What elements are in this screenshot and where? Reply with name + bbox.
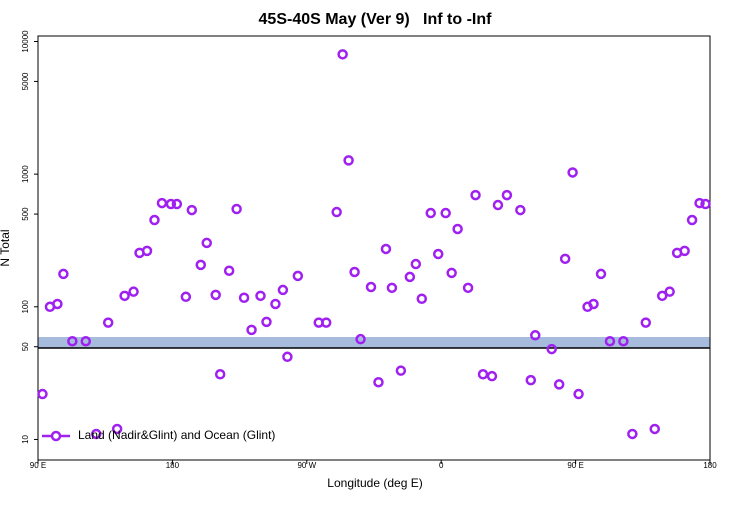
point: [102, 317, 114, 328]
point: [440, 207, 451, 219]
point: [67, 335, 78, 347]
ocean-band: [38, 337, 710, 348]
point: [111, 423, 123, 435]
x-tick-label: 90 E: [30, 461, 46, 470]
point: [270, 298, 281, 310]
point: [292, 270, 304, 282]
x-tick-label: 90 E: [567, 461, 583, 470]
point: [365, 281, 377, 293]
point: [373, 376, 384, 388]
point: [416, 293, 428, 304]
point: [567, 167, 578, 178]
point: [425, 207, 436, 219]
point: [486, 370, 498, 382]
point: [618, 335, 629, 347]
y-tick-label: 5000: [21, 72, 30, 90]
point: [246, 324, 257, 336]
point: [604, 335, 616, 347]
point: [337, 49, 348, 60]
point: [395, 365, 407, 376]
x-tick-label: 0: [439, 461, 444, 470]
point: [386, 282, 398, 294]
y-tick-label: 500: [21, 207, 30, 221]
point: [231, 203, 242, 215]
y-tick-label: 10000: [21, 30, 30, 53]
point: [119, 290, 130, 302]
point: [530, 330, 541, 341]
point: [432, 248, 444, 260]
x-tick-label: 180: [703, 461, 717, 470]
point: [277, 284, 289, 296]
point: [404, 271, 416, 283]
y-tick-label: 1000: [21, 165, 30, 183]
point: [553, 379, 565, 390]
point: [149, 214, 160, 226]
point: [195, 259, 207, 271]
point: [501, 189, 513, 201]
point: [515, 204, 526, 216]
legend-label: Land (Nadir&Glint) and Ocean (Glint): [78, 428, 275, 442]
plot-frame: [37, 35, 711, 461]
point: [627, 428, 638, 440]
point: [331, 206, 342, 218]
point: [186, 204, 198, 216]
point: [477, 369, 489, 380]
point: [446, 267, 457, 279]
point: [462, 282, 474, 294]
x-tick-label: 180: [166, 461, 180, 470]
point: [700, 198, 711, 210]
point: [595, 268, 607, 280]
point: [349, 266, 360, 278]
point: [664, 286, 675, 297]
point: [282, 351, 293, 363]
point: [686, 214, 698, 226]
y-axis-label: N Total: [0, 229, 12, 266]
point: [470, 189, 481, 201]
point: [58, 268, 69, 280]
point: [588, 298, 599, 310]
point: [320, 317, 332, 328]
x-axis-label: Longitude (deg E): [327, 476, 422, 490]
point: [201, 237, 212, 249]
point: [52, 298, 63, 310]
point: [223, 265, 235, 276]
point: [380, 243, 392, 255]
point: [37, 388, 48, 400]
y-tick-label: 10: [21, 434, 30, 443]
point: [165, 198, 177, 210]
point: [649, 423, 660, 435]
point: [559, 253, 571, 265]
x-tick-label: 90 W: [297, 461, 316, 470]
y-tick-label: 100: [21, 300, 30, 314]
point: [210, 289, 221, 301]
point: [525, 374, 537, 386]
point: [171, 198, 183, 210]
point: [180, 291, 192, 303]
point: [573, 388, 584, 400]
y-tick-label: 50: [21, 342, 30, 351]
point: [640, 317, 652, 328]
legend-marker: [50, 430, 62, 442]
point: [656, 290, 668, 302]
chart-title: 45S-40S May (Ver 9) Inf to -Inf: [259, 11, 493, 28]
point: [452, 223, 463, 235]
point: [410, 258, 422, 270]
point: [141, 245, 153, 257]
point: [679, 245, 690, 257]
point: [238, 292, 250, 304]
point: [492, 199, 504, 211]
point: [343, 155, 354, 166]
point: [355, 333, 366, 345]
point: [128, 286, 139, 297]
point: [214, 369, 226, 380]
point: [546, 343, 557, 355]
point: [90, 428, 102, 440]
point: [261, 316, 272, 328]
point: [694, 197, 705, 209]
point: [80, 335, 92, 347]
point: [255, 290, 266, 302]
